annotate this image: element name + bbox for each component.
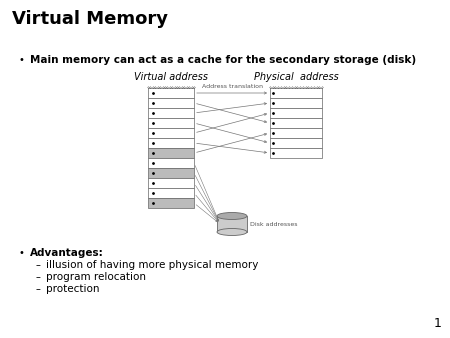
Ellipse shape [217, 213, 247, 219]
Text: •: • [18, 248, 24, 258]
Bar [270, 108, 322, 118]
Text: program relocation: program relocation [46, 272, 146, 282]
Bar [148, 198, 194, 208]
Bar [270, 88, 322, 98]
Bar [148, 108, 194, 118]
Bar [270, 148, 322, 158]
Bar [148, 98, 194, 108]
Text: protection: protection [46, 284, 99, 294]
Text: illusion of having more physical memory: illusion of having more physical memory [46, 260, 258, 270]
Bar [148, 188, 194, 198]
Bar [148, 178, 194, 188]
Text: Disk addresses: Disk addresses [250, 221, 297, 226]
Bar [270, 118, 322, 128]
Ellipse shape [217, 228, 247, 236]
Text: •: • [18, 55, 24, 65]
Bar [148, 138, 194, 148]
Bar [270, 138, 322, 148]
Text: Virtual Memory: Virtual Memory [12, 10, 168, 28]
Bar [270, 128, 322, 138]
Bar [270, 98, 322, 108]
Bar [148, 168, 194, 178]
Text: Advantages:: Advantages: [30, 248, 104, 258]
Text: –: – [36, 260, 41, 270]
Bar [148, 158, 194, 168]
Bar [148, 148, 194, 158]
Text: –: – [36, 284, 41, 294]
Text: Main memory can act as a cache for the secondary storage (disk): Main memory can act as a cache for the s… [30, 55, 416, 65]
Text: Physical  address: Physical address [254, 72, 338, 82]
Text: Virtual address: Virtual address [134, 72, 208, 82]
Bar [148, 128, 194, 138]
Bar [148, 118, 194, 128]
Bar [217, 216, 247, 232]
Text: Address translation: Address translation [202, 84, 262, 89]
Text: –: – [36, 272, 41, 282]
Text: 1: 1 [434, 317, 442, 330]
Bar [148, 88, 194, 98]
